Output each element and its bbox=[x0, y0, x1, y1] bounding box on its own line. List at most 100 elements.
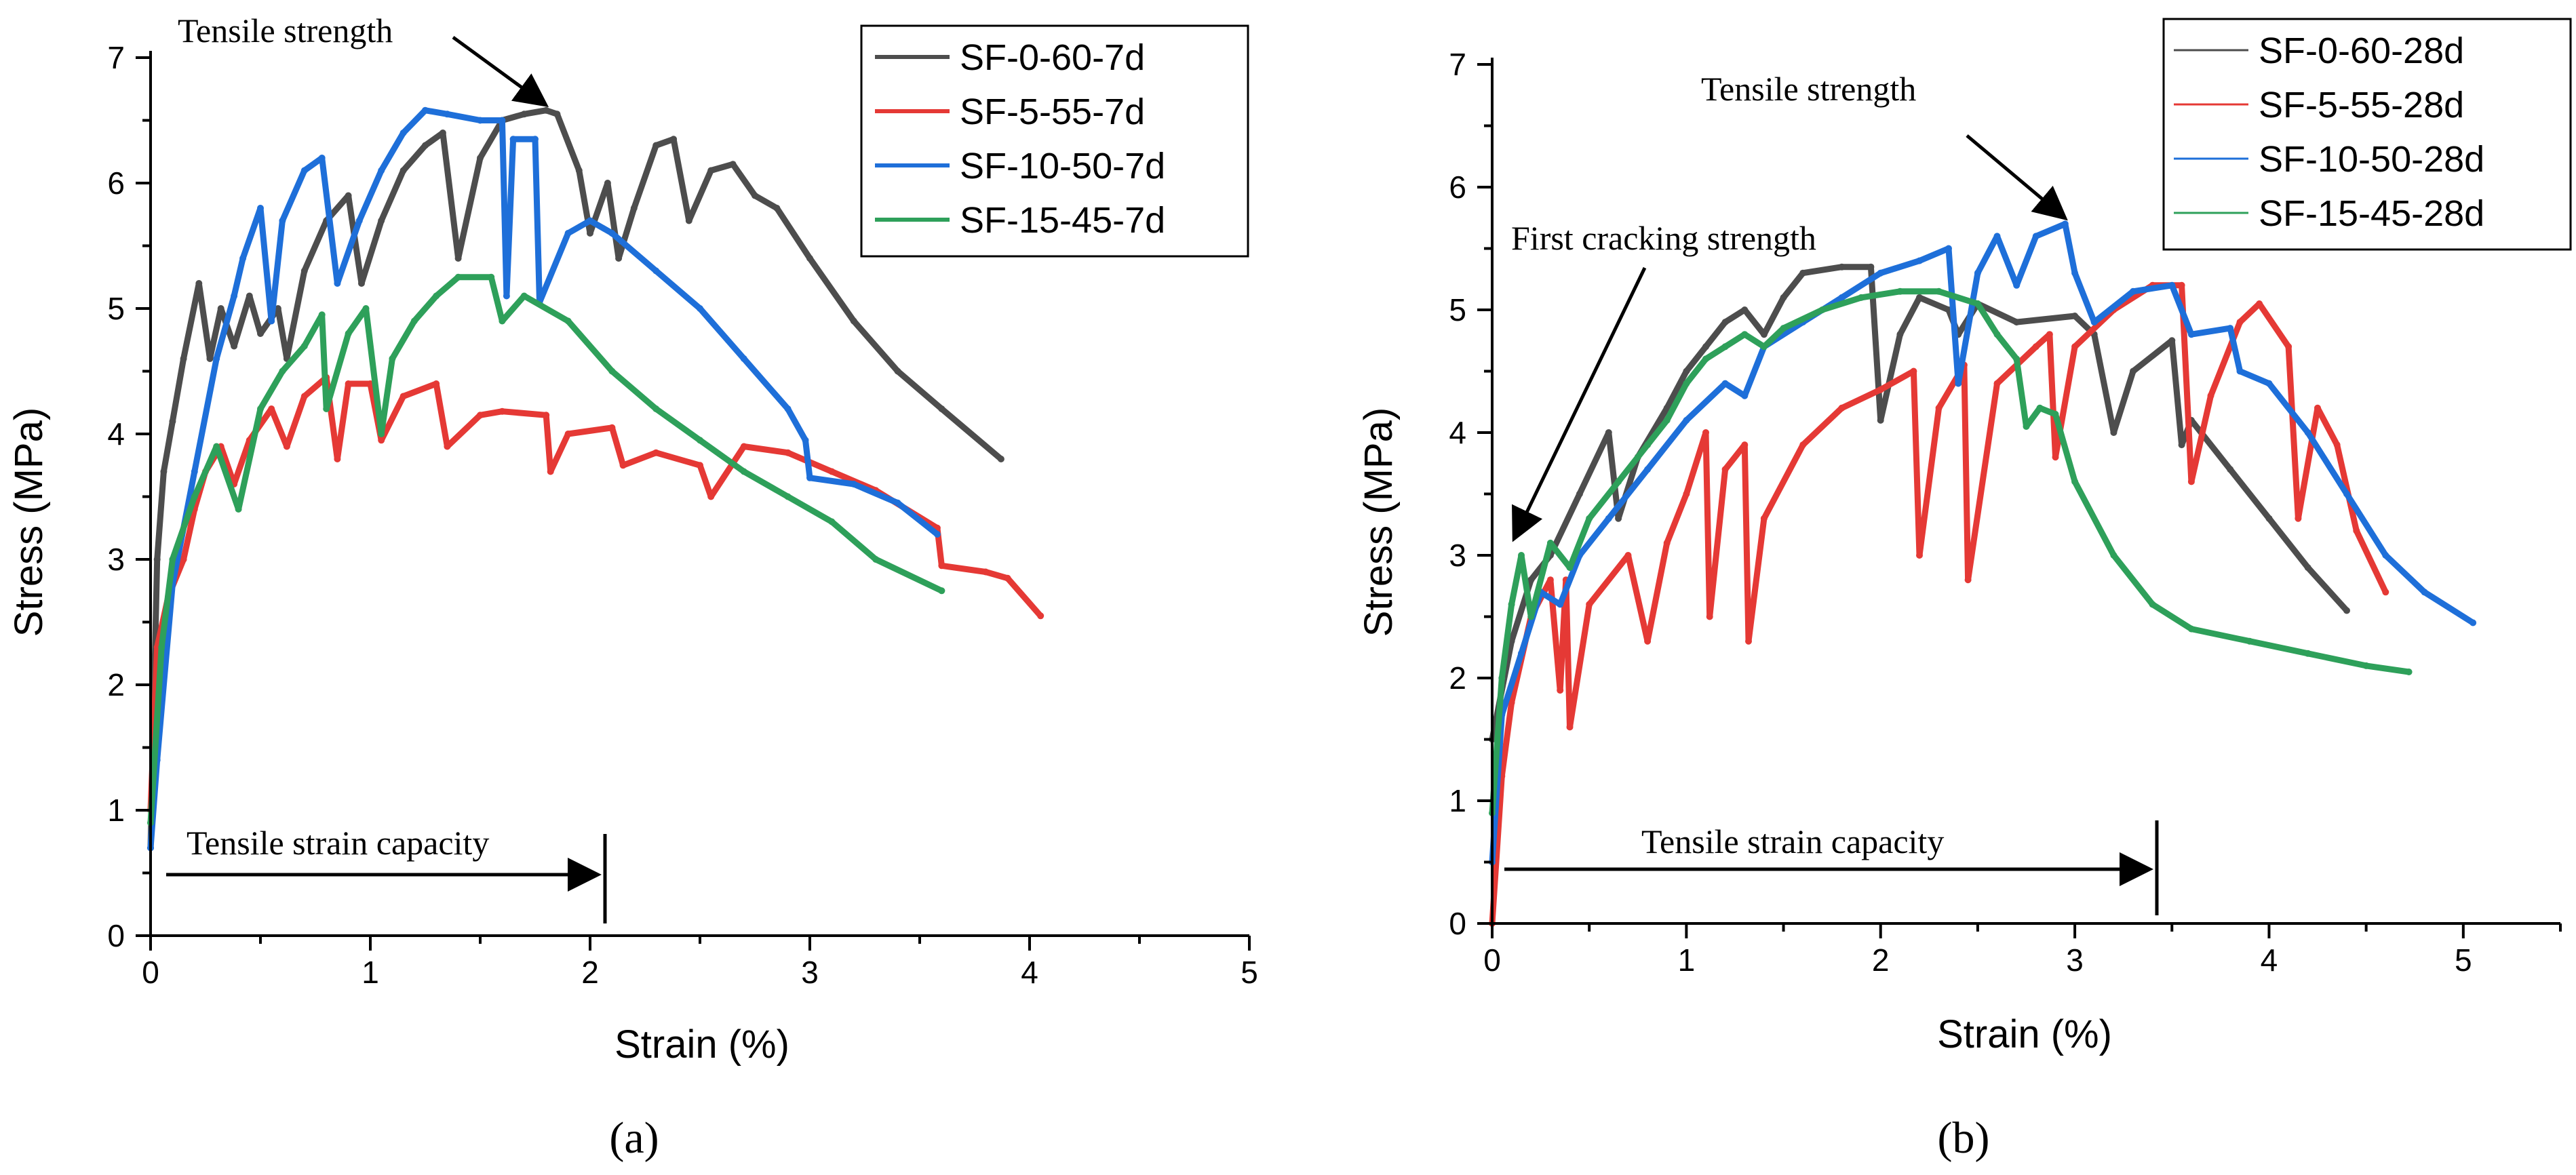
data-point bbox=[740, 468, 747, 475]
data-point bbox=[2227, 325, 2234, 332]
data-point bbox=[1663, 416, 1671, 424]
data-point bbox=[158, 643, 165, 651]
data-point bbox=[334, 456, 341, 462]
data-point bbox=[564, 317, 572, 325]
data-point bbox=[1576, 490, 1583, 498]
data-point bbox=[279, 367, 286, 375]
data-point bbox=[2071, 269, 2079, 277]
data-point bbox=[2071, 343, 2079, 351]
data-point bbox=[1745, 637, 1752, 645]
data-point bbox=[1518, 650, 1525, 657]
data-point bbox=[2052, 410, 2059, 418]
data-point bbox=[587, 230, 593, 237]
data-point bbox=[1644, 441, 1652, 449]
data-point bbox=[1896, 331, 1904, 338]
data-point bbox=[2405, 669, 2413, 675]
data-point bbox=[2130, 367, 2136, 375]
data-point bbox=[2353, 527, 2360, 534]
data-point bbox=[1877, 416, 1884, 424]
data-point bbox=[378, 437, 385, 444]
y-tick-label: 5 bbox=[1449, 292, 1466, 327]
data-point bbox=[1910, 367, 1917, 375]
data-point bbox=[2295, 515, 2302, 522]
data-point bbox=[180, 355, 187, 362]
data-point bbox=[345, 380, 352, 387]
data-point bbox=[933, 531, 941, 538]
data-point bbox=[1955, 380, 1962, 387]
data-point bbox=[1964, 576, 1972, 584]
data-point bbox=[938, 587, 945, 595]
data-point bbox=[345, 192, 352, 199]
data-point bbox=[1037, 612, 1045, 620]
data-point bbox=[520, 111, 528, 118]
data-point bbox=[235, 506, 242, 513]
data-point bbox=[587, 217, 593, 224]
data-point bbox=[1877, 269, 1884, 277]
data-point bbox=[283, 443, 290, 450]
data-point bbox=[1557, 687, 1564, 694]
data-point bbox=[938, 405, 945, 412]
data-point bbox=[784, 493, 792, 500]
data-point bbox=[206, 355, 214, 362]
data-point bbox=[2362, 662, 2370, 669]
data-point bbox=[1518, 552, 1525, 559]
series-line-sf-10-50-7d bbox=[147, 107, 941, 851]
data-point bbox=[231, 292, 238, 300]
data-point bbox=[784, 405, 792, 412]
data-point bbox=[1974, 300, 1981, 307]
series-line-sf-10-50-28d bbox=[1489, 220, 2476, 865]
data-point bbox=[454, 273, 462, 281]
data-point bbox=[399, 167, 407, 174]
data-point bbox=[1615, 478, 1622, 485]
data-point bbox=[499, 117, 506, 124]
data-point bbox=[2071, 478, 2079, 485]
data-point bbox=[1916, 257, 1923, 264]
data-point bbox=[894, 367, 901, 375]
data-point bbox=[2178, 281, 2185, 289]
data-point bbox=[1702, 429, 1709, 436]
data-point bbox=[1644, 466, 1652, 473]
y-tick-label: 6 bbox=[1449, 170, 1466, 205]
data-point bbox=[2168, 337, 2176, 344]
data-point bbox=[1644, 637, 1652, 645]
data-point bbox=[191, 468, 198, 475]
data-point bbox=[2236, 319, 2244, 326]
data-point bbox=[564, 431, 572, 437]
data-point bbox=[488, 273, 495, 281]
data-point bbox=[1605, 429, 1612, 436]
data-point bbox=[323, 405, 330, 412]
legend-label: SF-15-45-28d bbox=[2259, 193, 2484, 234]
data-point bbox=[2013, 319, 2021, 326]
data-point bbox=[608, 424, 616, 431]
data-point bbox=[318, 311, 326, 319]
data-point bbox=[697, 462, 703, 469]
legend-label: SF-5-55-7d bbox=[960, 92, 1145, 132]
data-point bbox=[503, 292, 510, 300]
data-point bbox=[608, 230, 616, 237]
data-point bbox=[2207, 392, 2214, 399]
x-tick-label: 4 bbox=[1021, 955, 1038, 990]
data-point bbox=[1721, 380, 1729, 387]
data-point bbox=[422, 106, 429, 114]
data-point bbox=[2149, 601, 2156, 608]
data-point bbox=[997, 456, 1004, 462]
legend-entry-sf-15-45-7d: SF-15-45-7d bbox=[875, 200, 1165, 241]
data-point bbox=[619, 462, 627, 469]
data-point bbox=[1916, 552, 1923, 559]
data-point bbox=[1508, 601, 1515, 608]
data-point bbox=[231, 342, 238, 350]
panel-a-chart: 0 1 2 3 4 5 0 1 2 3 4 5 6 7 Strain (%) Stress (MPa) S… bbox=[7, 12, 1258, 1163]
data-point bbox=[2052, 454, 2059, 461]
y-tick-label: 4 bbox=[1449, 415, 1466, 450]
panel-b-first-cracking-annotation: First cracking strength bbox=[1511, 219, 1816, 257]
data-point bbox=[806, 474, 813, 481]
data-point bbox=[1867, 263, 1875, 271]
data-point bbox=[477, 155, 484, 161]
data-point bbox=[444, 111, 451, 118]
data-point bbox=[752, 192, 758, 199]
data-point bbox=[454, 255, 462, 262]
data-point bbox=[1993, 380, 2001, 387]
data-point bbox=[2036, 404, 2044, 412]
data-point bbox=[1546, 539, 1554, 546]
data-point bbox=[358, 280, 365, 287]
